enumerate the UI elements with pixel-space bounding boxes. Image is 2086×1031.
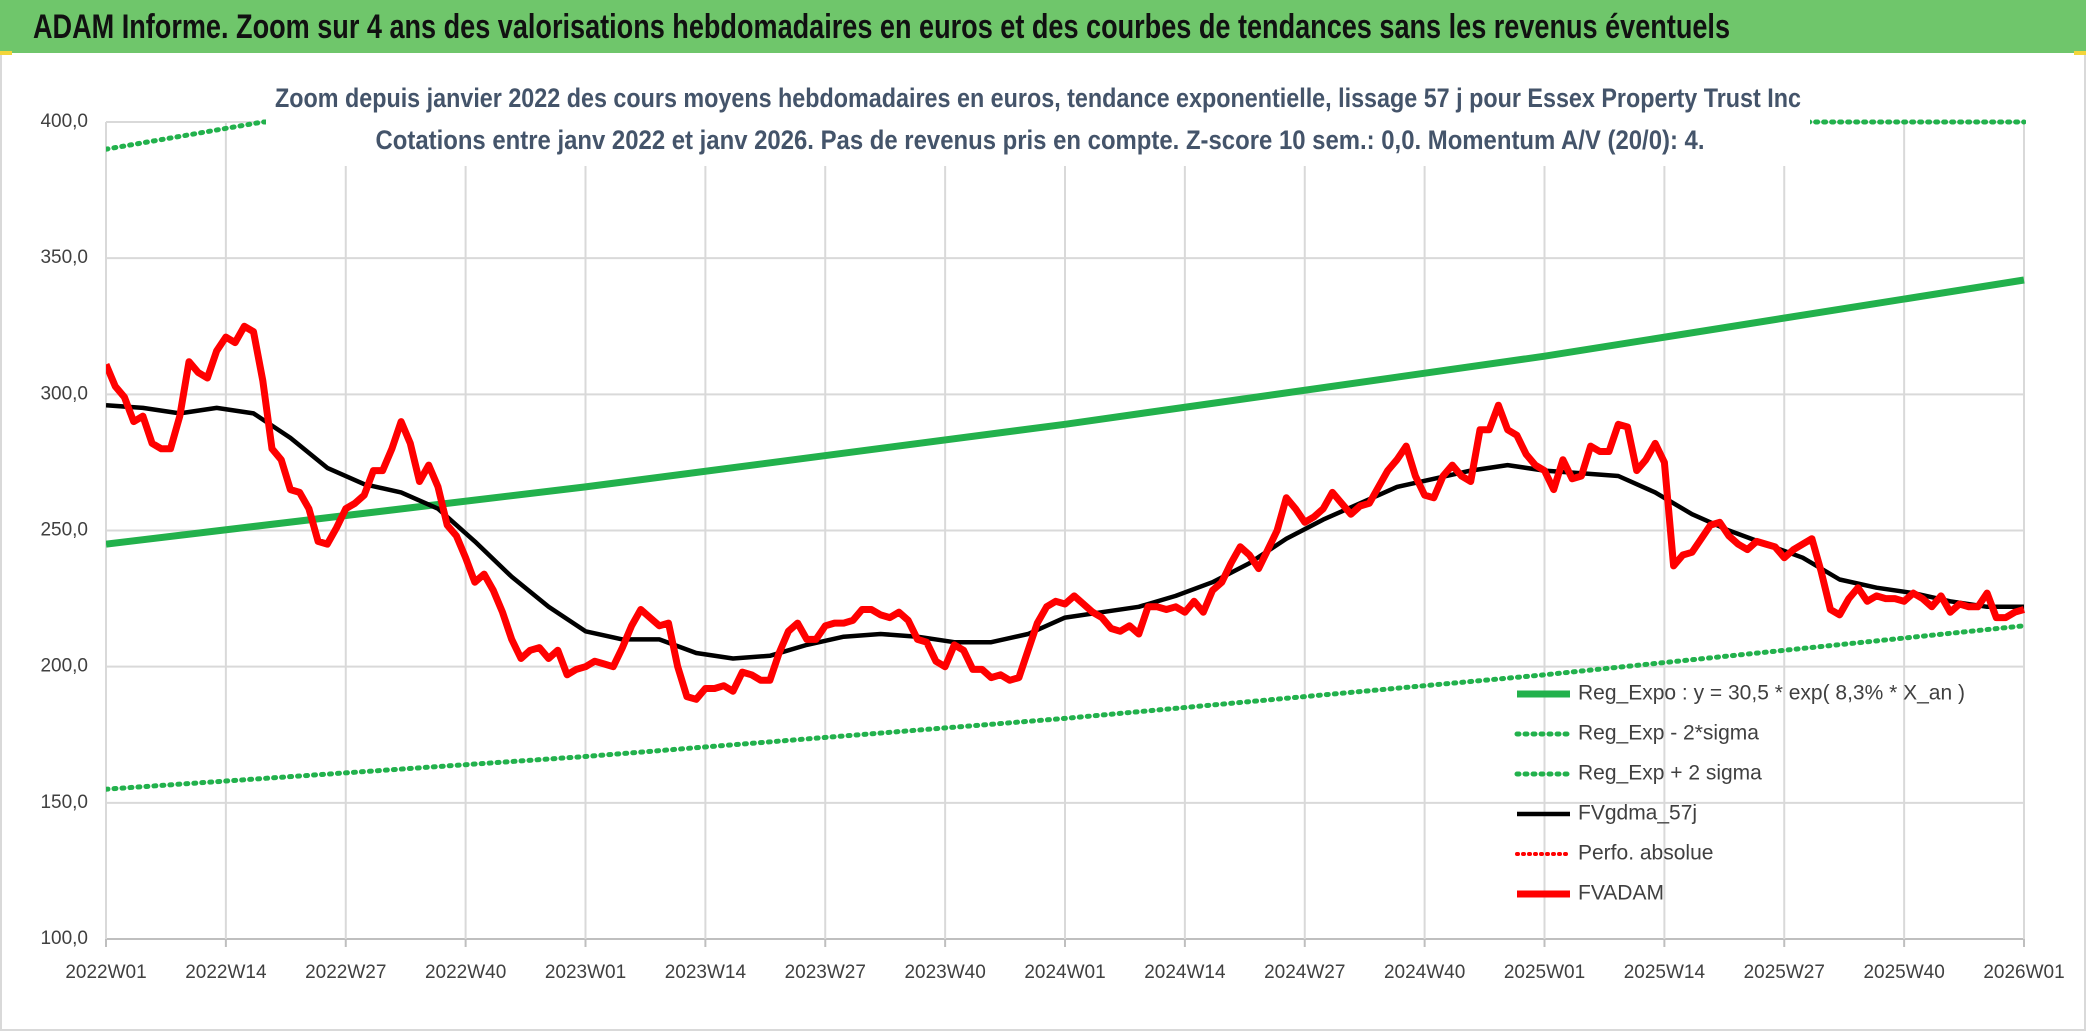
legend: Reg_Expo : y = 30,5 * exp( 8,3% * X_an )… [1514, 682, 1965, 905]
series-line [106, 276, 2025, 548]
chart-title: Zoom depuis janvier 2022 des cours moyen… [275, 83, 1801, 113]
header-title: ADAM Informe. Zoom sur 4 ans des valoris… [33, 8, 1730, 46]
legend-label: Reg_Exp - 2*sigma [1578, 722, 1759, 745]
header-accent [2074, 51, 2086, 55]
x-tick-label: 2025W01 [1504, 962, 1585, 983]
y-tick-label: 300,0 [40, 383, 88, 404]
x-tick-label: 2023W40 [904, 962, 985, 983]
legend-label: Perfo. absolue [1578, 842, 1713, 865]
x-tick-label: 2022W40 [425, 962, 506, 983]
x-tick-label: 2024W40 [1384, 962, 1465, 983]
x-tick-label: 2023W27 [785, 962, 866, 983]
x-tick-label: 2022W27 [305, 962, 386, 983]
x-tick-label: 2025W40 [1863, 962, 1944, 983]
grid: 100,0 150,0 200,0 250,0 300,0 350,0 400,0 2022W… [40, 111, 2064, 983]
y-tick-label: 400,0 [40, 111, 88, 132]
x-tick-label: 2025W27 [1744, 962, 1825, 983]
y-tick-label: 200,0 [40, 656, 88, 677]
title-box [266, 80, 1810, 166]
series-line [106, 402, 2024, 661]
legend-label: Reg_Exp + 2 sigma [1578, 762, 1762, 785]
y-tick-label: 100,0 [40, 928, 88, 949]
x-tick-label: 2024W14 [1144, 962, 1226, 983]
chart-subtitle: Cotations entre janv 2022 et janv 2026. … [376, 125, 1705, 155]
series-line [106, 322, 2025, 703]
plot [106, 119, 2026, 792]
y-tick-label: 250,0 [40, 520, 88, 541]
x-tick-label: 2024W27 [1264, 962, 1345, 983]
x-tick-label: 2023W14 [665, 962, 747, 983]
x-tick-label: 2026W01 [1983, 962, 2064, 983]
x-tick-label: 2022W01 [65, 962, 146, 983]
x-tick-label: 2022W14 [185, 962, 267, 983]
series-line [106, 119, 2026, 152]
x-tick-label: 2024W01 [1024, 962, 1105, 983]
y-tick-label: 350,0 [40, 247, 88, 268]
legend-label: Reg_Expo : y = 30,5 * exp( 8,3% * X_an ) [1578, 682, 1965, 705]
x-tick-label: 2023W01 [545, 962, 626, 983]
series-line [106, 623, 2026, 792]
legend-label: FVADAM [1578, 882, 1664, 905]
y-tick-label: 150,0 [40, 792, 88, 813]
legend-label: FVgdma_57j [1578, 802, 1697, 825]
header-accent [0, 51, 12, 55]
header-bar [0, 0, 2086, 53]
x-tick-label: 2025W14 [1624, 962, 1706, 983]
